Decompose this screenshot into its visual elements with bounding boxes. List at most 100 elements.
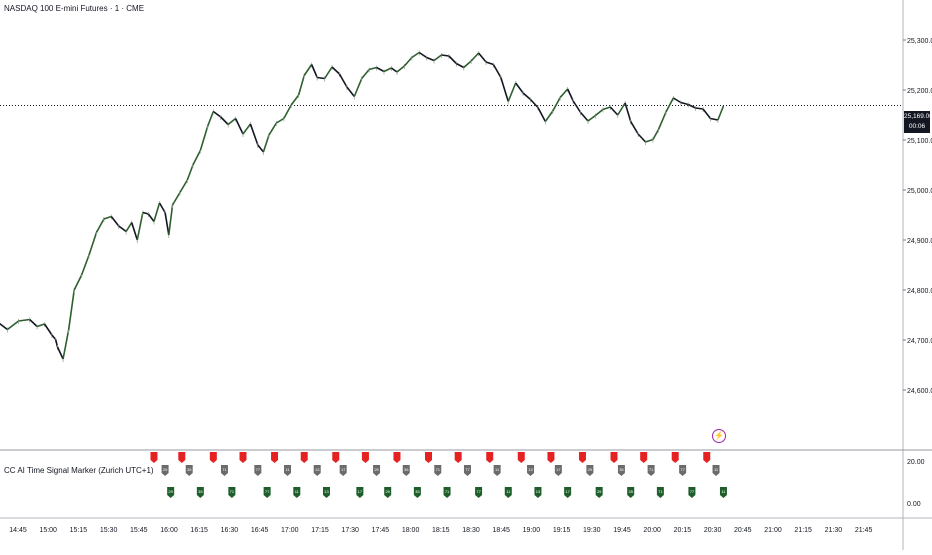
signal-green-marker — [534, 487, 542, 498]
signal-green-marker — [356, 487, 364, 498]
price-segment — [544, 110, 554, 122]
signal-gray-marker — [647, 465, 655, 476]
price-segment — [242, 123, 252, 135]
price-segment — [303, 64, 313, 76]
signal-green-marker — [167, 487, 175, 498]
signal-green-marker — [196, 487, 204, 498]
signal-gray-marker-label: 77 — [256, 467, 261, 472]
price-segment — [268, 122, 278, 136]
signal-green-marker-label: 35 — [628, 489, 633, 494]
signal-red-marker — [703, 452, 711, 463]
price-segment — [376, 66, 385, 73]
countdown-value: 00:06 — [908, 123, 926, 130]
signal-green-marker — [293, 487, 301, 498]
signal-green-marker-label: 29 — [597, 489, 602, 494]
price-segment — [403, 56, 413, 67]
signal-gray-marker-label: 71 — [649, 467, 654, 472]
signal-red-marker — [239, 452, 247, 463]
price-segment — [368, 66, 377, 71]
signal-green-marker-label: 11 — [506, 489, 511, 494]
price-segment — [67, 289, 75, 331]
price-segment — [515, 82, 524, 94]
signal-green-marker-label: 13 — [324, 489, 329, 494]
price-segment — [702, 108, 712, 119]
price-segment — [580, 111, 589, 122]
time-tick-label: 21:45 — [855, 527, 873, 534]
signal-red-marker — [425, 452, 433, 463]
signal-gray-marker — [712, 465, 720, 476]
price-segment — [0, 322, 8, 331]
signal-green-marker — [627, 487, 635, 498]
signal-gray-marker-label: 29 — [374, 467, 379, 472]
signal-green-marker — [656, 487, 664, 498]
price-segment — [426, 56, 435, 62]
time-tick-label: 18:30 — [462, 527, 480, 534]
signal-gray-marker-label: 11 — [495, 467, 500, 472]
price-tick-label: 25,100.00 — [907, 138, 932, 145]
time-tick-label: 16:30 — [221, 527, 239, 534]
signal-green-marker-label: 77 — [265, 489, 270, 494]
flash-icon[interactable]: ⚡ — [712, 429, 726, 443]
signal-gray-marker — [434, 465, 442, 476]
signal-green-marker — [263, 487, 271, 498]
signal-green-marker-label: 77 — [690, 489, 695, 494]
signal-gray-marker-label: 17 — [341, 467, 346, 472]
price-segment — [645, 138, 654, 143]
signal-gray-marker — [161, 465, 169, 476]
time-tick-label: 21:15 — [794, 527, 812, 534]
price-segment — [470, 52, 480, 62]
signal-green-marker-label: 13 — [536, 489, 541, 494]
price-segment — [43, 323, 53, 336]
time-tick-label: 16:45 — [251, 527, 269, 534]
price-segment — [353, 78, 363, 97]
time-tick-label: 17:45 — [372, 527, 390, 534]
price-segment — [566, 88, 574, 102]
signal-gray-marker-label: 71 — [222, 467, 227, 472]
signal-red-marker — [150, 452, 158, 463]
price-segment — [136, 212, 144, 241]
price-segment — [62, 329, 70, 360]
time-tick-label: 20:00 — [643, 527, 661, 534]
signal-red-marker — [271, 452, 279, 463]
indicator-title[interactable]: CC AI Time Signal Marker (Zurich UTC+1) — [4, 466, 154, 475]
price-segment — [220, 116, 229, 126]
price-segment — [249, 123, 259, 146]
price-segment — [522, 92, 532, 101]
price-segment — [331, 66, 341, 75]
price-segment — [88, 232, 98, 256]
price-segment — [594, 108, 604, 117]
signal-green-marker — [504, 487, 512, 498]
price-segment — [179, 179, 189, 193]
signal-gray-marker — [679, 465, 687, 476]
price-segment — [617, 102, 626, 116]
signal-green-marker-label: 71 — [445, 489, 450, 494]
signal-gray-marker — [313, 465, 321, 476]
price-tick-label: 24,900.00 — [907, 238, 932, 245]
price-segment — [103, 215, 112, 220]
price-segment — [680, 101, 689, 106]
price-segment — [537, 107, 547, 122]
time-tick-label: 17:15 — [311, 527, 329, 534]
price-segment — [73, 274, 83, 291]
price-segment — [290, 94, 300, 106]
signal-gray-marker-label: 35 — [187, 467, 192, 472]
time-tick-label: 20:15 — [674, 527, 692, 534]
price-segment — [186, 164, 194, 181]
price-segment — [665, 97, 675, 113]
signal-gray-marker-label: 71 — [436, 467, 441, 472]
price-segment — [95, 218, 105, 233]
signal-green-marker — [384, 487, 392, 498]
price-segment — [212, 110, 222, 118]
price-segment — [463, 60, 472, 69]
price-segment — [587, 114, 596, 122]
price-segment — [317, 76, 325, 80]
price-segment — [418, 51, 428, 59]
signal-gray-marker — [617, 465, 625, 476]
price-segment — [56, 346, 64, 360]
price-segment — [275, 117, 285, 124]
price-segment — [29, 318, 38, 328]
price-segment — [552, 97, 561, 112]
price-segment — [637, 133, 647, 143]
